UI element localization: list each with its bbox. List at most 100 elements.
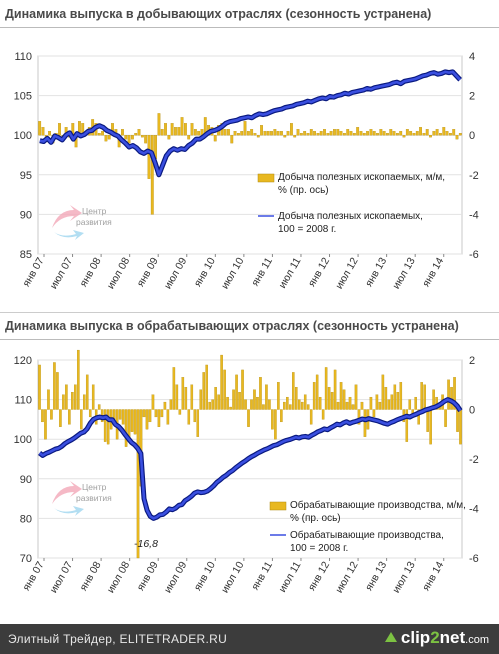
data-bar bbox=[303, 131, 307, 136]
data-bar bbox=[294, 387, 298, 410]
data-bar bbox=[134, 133, 138, 136]
x-axis-tick-label: янв 09 bbox=[135, 559, 161, 593]
data-bar bbox=[174, 127, 177, 136]
data-bar bbox=[453, 377, 456, 410]
data-bar bbox=[270, 131, 273, 136]
data-bar bbox=[262, 404, 265, 410]
data-bar bbox=[425, 129, 429, 136]
data-bar bbox=[190, 123, 194, 136]
data-bar bbox=[256, 135, 260, 138]
data-bar bbox=[293, 135, 297, 138]
data-bar bbox=[48, 131, 52, 136]
legend-label: 100 = 2008 г. bbox=[278, 224, 336, 235]
data-bar bbox=[214, 387, 217, 410]
data-bar bbox=[459, 409, 462, 445]
chart-annotation: -16,8 bbox=[134, 538, 158, 550]
legend-label: Обрабатывающие производства, bbox=[290, 529, 444, 541]
mining-chart-panel: Динамика выпуска в добывающих отраслях (… bbox=[0, 0, 499, 312]
data-bar bbox=[299, 133, 303, 136]
data-bar bbox=[187, 135, 191, 140]
data-bar bbox=[417, 409, 420, 425]
footer-bar: Элитный Трейдер, ELITETRADER.RU clip2net… bbox=[0, 624, 499, 654]
data-bar bbox=[77, 349, 80, 410]
data-bar bbox=[312, 382, 316, 410]
data-bar bbox=[130, 135, 134, 140]
data-bar bbox=[336, 401, 340, 410]
right-axis-tick-label: -6 bbox=[469, 249, 479, 261]
data-bar bbox=[213, 135, 217, 142]
data-bar bbox=[104, 135, 108, 142]
development-center-logo-icon bbox=[54, 506, 84, 516]
data-bar bbox=[241, 369, 244, 410]
x-axis-tick-label: янв 14 bbox=[420, 559, 446, 593]
data-bar bbox=[352, 133, 356, 136]
data-bar bbox=[140, 135, 144, 138]
data-bar bbox=[38, 121, 42, 136]
data-bar bbox=[148, 409, 152, 423]
data-bar bbox=[238, 392, 241, 410]
data-bar bbox=[274, 409, 277, 440]
data-bar bbox=[227, 129, 230, 136]
data-bar bbox=[259, 377, 262, 410]
data-bar bbox=[217, 394, 220, 410]
data-bar bbox=[306, 133, 310, 136]
data-bar bbox=[354, 384, 358, 410]
clip2net-logo[interactable]: clip2net.com bbox=[384, 628, 489, 648]
x-axis-tick-label: июл 12 bbox=[333, 255, 361, 291]
data-bar bbox=[137, 129, 141, 136]
data-bar bbox=[369, 396, 373, 410]
x-axis-tick-label: июл 13 bbox=[390, 559, 418, 595]
data-bar bbox=[356, 127, 360, 136]
data-bar bbox=[256, 396, 259, 410]
data-bar bbox=[333, 129, 336, 136]
data-bar bbox=[226, 396, 229, 410]
data-bar bbox=[357, 409, 361, 425]
data-line bbox=[38, 398, 462, 520]
data-line bbox=[39, 70, 462, 177]
data-bar bbox=[372, 409, 376, 418]
data-bar bbox=[399, 131, 403, 136]
left-axis-tick-label: 90 bbox=[20, 209, 32, 221]
data-bar bbox=[455, 135, 459, 140]
data-bar bbox=[309, 129, 313, 136]
data-bar bbox=[160, 409, 164, 418]
data-bar bbox=[422, 133, 426, 136]
logo-text-clip: clip bbox=[400, 628, 431, 647]
x-axis-tick-label: июл 10 bbox=[219, 255, 247, 291]
data-bar bbox=[420, 382, 423, 410]
data-bar bbox=[432, 131, 436, 136]
data-bar bbox=[172, 367, 176, 410]
left-axis-tick-label: 100 bbox=[14, 434, 32, 446]
data-bar bbox=[399, 382, 403, 410]
data-bar bbox=[423, 384, 426, 410]
watermark-text: Центр bbox=[82, 482, 107, 492]
watermark-text: развития bbox=[76, 217, 112, 227]
x-axis-tick-label: июл 11 bbox=[276, 255, 303, 290]
x-axis-tick-label: июл 12 bbox=[333, 559, 361, 595]
data-bar bbox=[271, 409, 274, 430]
data-bar bbox=[336, 129, 340, 136]
x-axis-tick-label: янв 14 bbox=[420, 255, 446, 289]
manufacturing-chart-panel: Динамика выпуска в обрабатывающих отрасл… bbox=[0, 312, 499, 624]
data-bar bbox=[405, 409, 409, 442]
data-bar bbox=[366, 131, 369, 136]
data-bar bbox=[220, 354, 223, 410]
data-bar bbox=[273, 129, 277, 136]
data-bar bbox=[202, 372, 206, 410]
right-axis-tick-label: 2 bbox=[469, 91, 475, 103]
data-bar bbox=[184, 387, 188, 410]
legend-label: Добыча полезных ископаемых, bbox=[278, 210, 423, 222]
data-bar bbox=[88, 409, 92, 418]
data-bar bbox=[346, 129, 350, 136]
data-bar bbox=[283, 135, 287, 138]
data-bar bbox=[342, 389, 346, 410]
data-bar bbox=[127, 135, 131, 144]
data-bar bbox=[250, 129, 254, 136]
data-bar bbox=[175, 384, 179, 410]
x-axis-tick-label: янв 13 bbox=[363, 559, 389, 593]
data-bar bbox=[160, 129, 164, 136]
data-bar bbox=[181, 377, 185, 410]
data-bar bbox=[97, 404, 101, 410]
data-bar bbox=[85, 374, 89, 410]
